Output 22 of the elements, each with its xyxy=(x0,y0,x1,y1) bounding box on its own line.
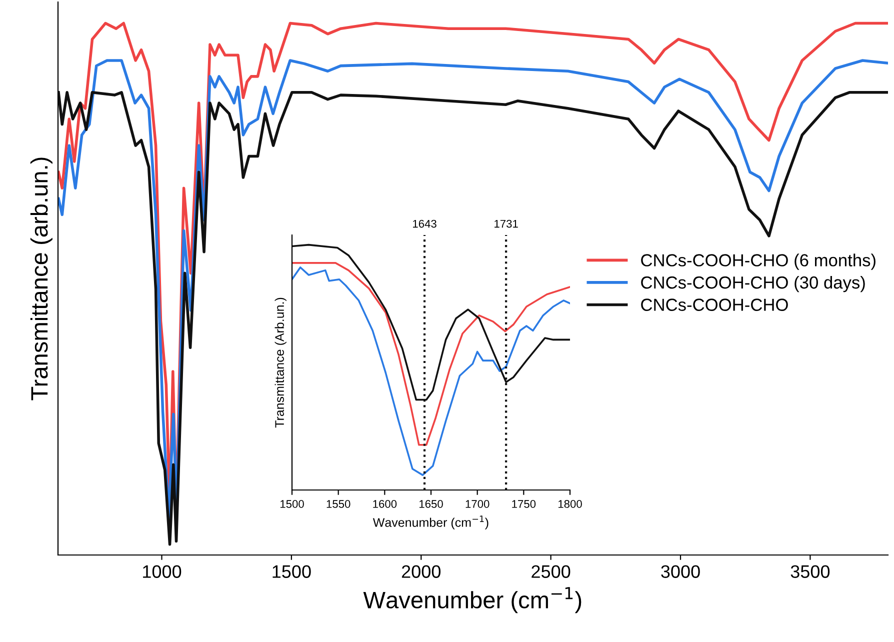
y-axis-title: Transmittance (arb.un.) xyxy=(30,158,52,400)
x-tick-label: 1000 xyxy=(143,565,182,578)
x-tick-label: 1800 xyxy=(558,500,582,508)
ref-line-label: 1731 xyxy=(494,220,518,228)
x-tick-label: 1750 xyxy=(512,500,536,508)
legend-label: CNCs-COOH-CHO xyxy=(641,298,788,311)
y-axis-title: Transmittance (Arb.un.) xyxy=(274,298,286,428)
x-tick-label: 1500 xyxy=(272,565,311,578)
x-tick-label: 2000 xyxy=(402,565,441,578)
x-tick-label: 3000 xyxy=(661,565,700,578)
x-axis-title: Wavenumber (cm$^{−1}$) xyxy=(372,516,488,530)
x-axis-title: Wavenumber (cm$^{−1}$) xyxy=(363,587,582,614)
x-tick-label: 1600 xyxy=(373,500,397,508)
legend-label: CNCs-COOH-CHO (6 months) xyxy=(641,254,876,270)
x-tick-label: 1700 xyxy=(466,500,490,508)
x-tick-label: 1550 xyxy=(326,500,350,508)
x-tick-label: 2500 xyxy=(532,565,570,578)
x-tick-label: 1650 xyxy=(419,500,443,508)
x-tick-label: 3500 xyxy=(790,565,830,578)
ref-line-label: 1643 xyxy=(413,220,436,228)
x-tick-label: 1500 xyxy=(280,500,304,508)
legend-label: CNCs-COOH-CHO (30 days) xyxy=(641,276,865,292)
